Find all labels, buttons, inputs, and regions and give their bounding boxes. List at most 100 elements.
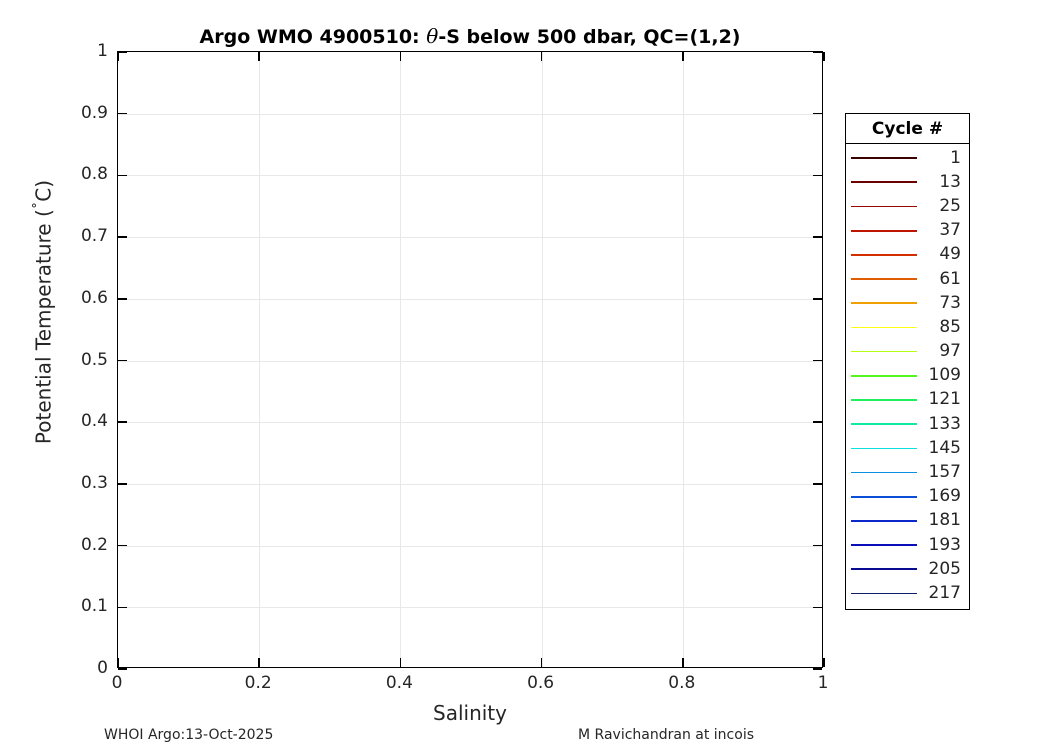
legend-item-label: 73 [939, 292, 961, 313]
legend-item-label: 145 [928, 437, 961, 458]
x-axis-tick-top [258, 52, 260, 61]
title-suffix: -S below 500 dbar, QC=(1,2) [438, 26, 741, 48]
y-axis-tick-right [813, 298, 822, 300]
legend-item[interactable]: 73 [846, 291, 969, 315]
legend-line-swatch [851, 495, 917, 498]
legend-line-swatch [851, 423, 917, 425]
legend-item[interactable]: 145 [846, 436, 969, 460]
x-axis-tick [399, 658, 402, 667]
x-axis-tick-label: 0 [111, 673, 123, 693]
gridline-horizontal [118, 298, 822, 300]
gridline-horizontal [118, 360, 822, 362]
x-axis-tick [258, 658, 260, 667]
legend-line-swatch [851, 399, 917, 401]
legend-item-label: 61 [939, 268, 961, 289]
y-axis-tick [118, 421, 127, 423]
y-axis-tick [118, 112, 127, 115]
legend-item-label: 157 [928, 462, 961, 483]
legend-line-swatch [851, 181, 917, 184]
y-axis-tick-label: 0.9 [80, 102, 108, 123]
x-axis-tick-label: 0.6 [527, 673, 555, 693]
y-axis-tick [118, 483, 127, 485]
legend-item[interactable]: 217 [846, 581, 969, 605]
y-axis-tick [118, 359, 127, 362]
y-axis-tick-label: 0.3 [80, 472, 108, 493]
y-axis-tick-label: 0.5 [80, 349, 108, 370]
legend-item[interactable]: 37 [846, 219, 969, 243]
y-axis-tick-label: 0 [97, 658, 108, 678]
x-axis-tick-top [117, 52, 119, 61]
x-axis-tick [823, 658, 825, 667]
legend-line-swatch [851, 568, 917, 571]
legend-item-label: 217 [928, 582, 961, 603]
y-axis-tick [118, 298, 127, 300]
legend-item[interactable]: 1 [846, 146, 969, 170]
legend-item-label: 181 [928, 510, 961, 531]
theta-symbol: θ [426, 24, 439, 48]
legend-item-label: 13 [939, 171, 961, 192]
legend-item[interactable]: 193 [846, 533, 969, 557]
legend-item[interactable]: 13 [846, 170, 969, 194]
gridline-vertical [682, 52, 684, 667]
x-axis-tick-label: 0.8 [668, 673, 696, 693]
legend-line-swatch [851, 447, 917, 450]
x-axis-label: Salinity [433, 701, 507, 725]
legend-item-label: 85 [939, 316, 961, 337]
y-axis-tick-right [813, 421, 822, 423]
x-axis-tick [540, 658, 543, 667]
gridline-horizontal [118, 175, 822, 177]
y-axis-tick-right [813, 174, 822, 177]
x-axis-tick-top [682, 52, 684, 61]
legend-item[interactable]: 61 [846, 267, 969, 291]
y-axis-tick [118, 236, 127, 238]
legend-item[interactable]: 109 [846, 364, 969, 388]
legend-line-swatch [851, 157, 917, 159]
y-axis-tick-labels: 0 0.1 0.2 0.3 0.4 0.5 0.6 0.7 0.8 0.9 1 [0, 41, 108, 678]
gridline-horizontal [118, 545, 822, 547]
legend-item[interactable]: 169 [846, 485, 969, 509]
gridline-vertical [259, 52, 261, 667]
y-axis-tick-right [813, 359, 822, 362]
y-axis-tick [118, 544, 127, 547]
y-axis-tick-label: 1 [97, 41, 108, 61]
y-axis-tick-label: 0.6 [80, 287, 108, 308]
y-axis-tick [118, 51, 127, 53]
legend-item[interactable]: 97 [846, 340, 969, 364]
legend-item[interactable]: 85 [846, 315, 969, 339]
x-axis-tick [117, 658, 119, 667]
legend-item[interactable]: 205 [846, 557, 969, 581]
legend-item[interactable]: 121 [846, 388, 969, 412]
x-axis-tick-top [540, 52, 543, 61]
gridline-vertical [400, 52, 402, 667]
y-axis-tick-label: 0.7 [80, 226, 108, 247]
legend-line-swatch [851, 350, 917, 353]
legend-item-label: 109 [928, 365, 961, 386]
legend-line-swatch [851, 326, 917, 329]
legend-item-label: 133 [928, 413, 961, 434]
page-title: Argo WMO 4900510: θ-S below 500 dbar, QC… [117, 24, 823, 48]
y-axis-tick-right [813, 606, 822, 609]
x-axis-tick-labels: 0 0.2 0.4 0.6 0.8 1 [112, 673, 829, 699]
legend-item[interactable]: 49 [846, 243, 969, 267]
legend-item[interactable]: 133 [846, 412, 969, 436]
legend-line-swatch [851, 592, 917, 595]
legend-item-label: 193 [928, 534, 961, 555]
legend-item[interactable]: 181 [846, 509, 969, 533]
legend-item-label: 205 [928, 558, 961, 579]
legend-line-swatch [851, 374, 917, 377]
gridline-vertical [541, 52, 543, 667]
legend-item[interactable]: 25 [846, 194, 969, 218]
legend-item-label: 37 [939, 220, 961, 241]
legend: Cycle # 1 13 25 37 49 61 73 85 97 109 121 133 145 157… [845, 113, 970, 610]
legend-line-swatch [851, 278, 917, 280]
legend-line-swatch [851, 254, 917, 256]
gridline-horizontal [118, 113, 822, 115]
y-axis-tick-right [813, 112, 822, 115]
legend-line-swatch [851, 471, 917, 474]
y-axis-tick-label: 0.8 [80, 164, 108, 185]
legend-item[interactable]: 157 [846, 460, 969, 484]
legend-item-label: 169 [928, 486, 961, 507]
y-axis-tick-label: 0.4 [80, 411, 108, 432]
y-axis-tick [118, 606, 127, 609]
legend-item-label: 121 [928, 389, 961, 410]
